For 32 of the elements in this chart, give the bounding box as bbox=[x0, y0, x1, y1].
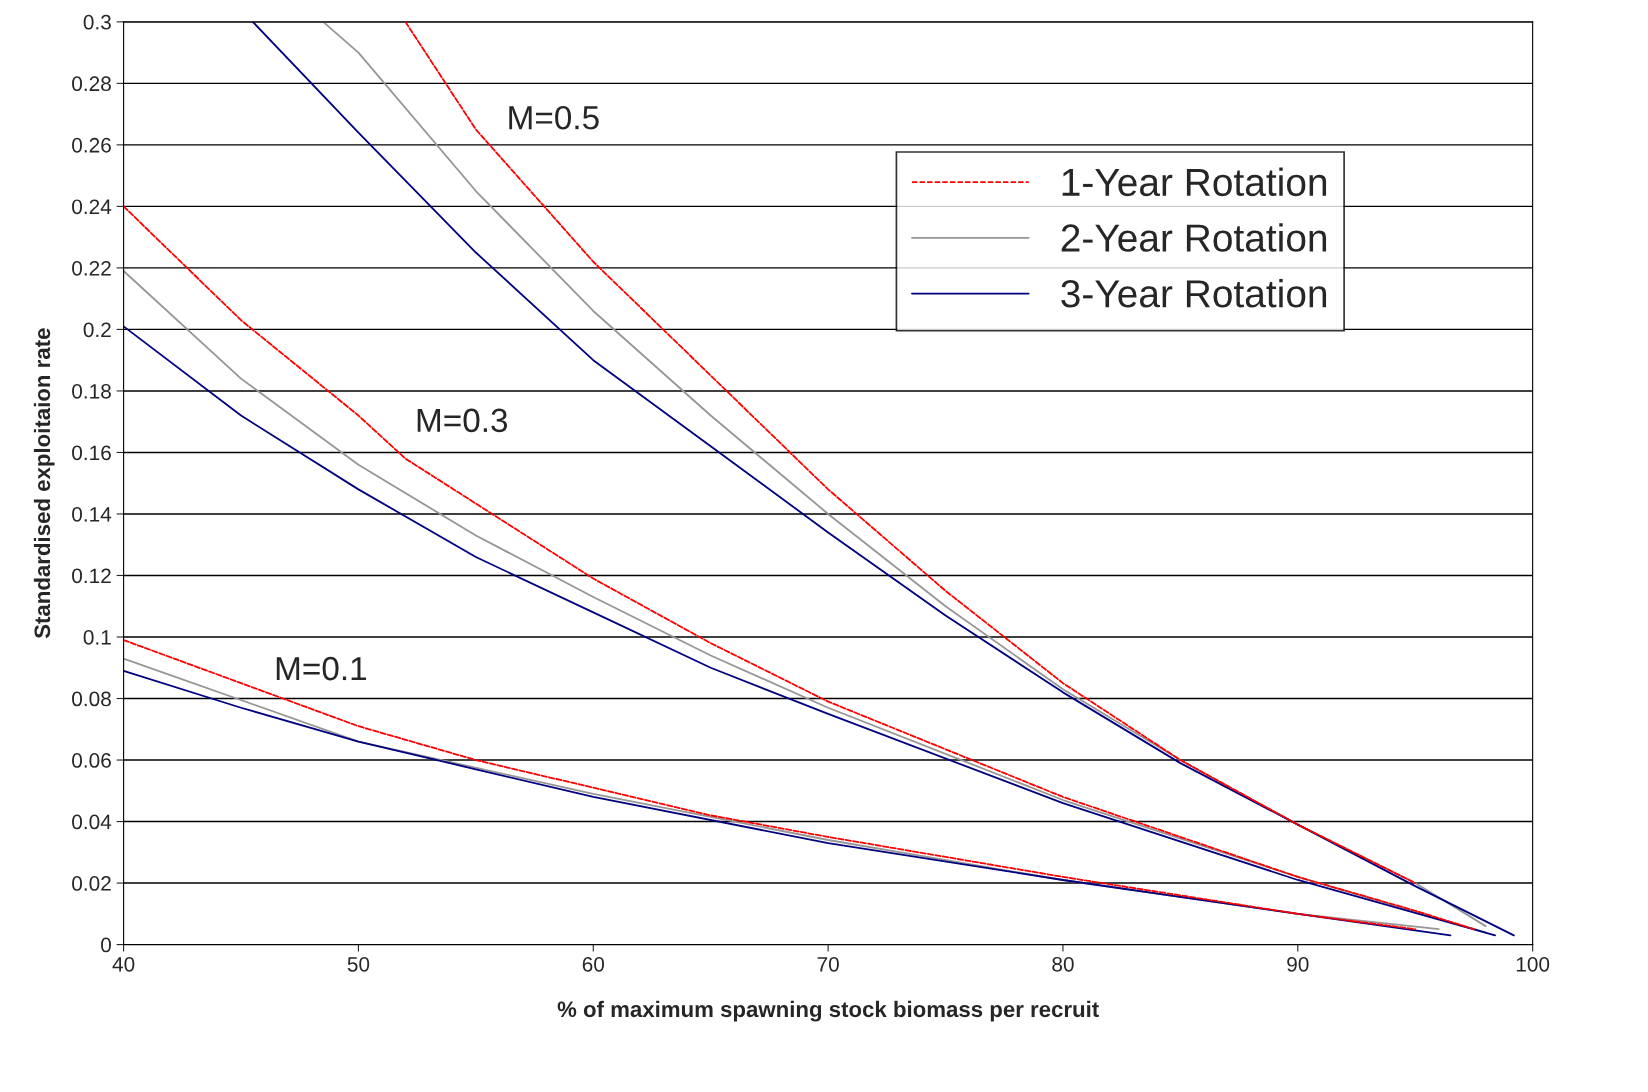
legend-label: 2-Year Rotation bbox=[1061, 223, 1327, 252]
y-tick-label: 0.1 bbox=[83, 630, 111, 645]
y-tick-label: 0.02 bbox=[72, 876, 111, 891]
y-tick-label: 0.12 bbox=[72, 568, 111, 584]
annotation: M=0.1 bbox=[276, 656, 367, 681]
x-tick-label: 90 bbox=[1287, 956, 1309, 972]
y-tick-label: 0.26 bbox=[72, 137, 111, 153]
y-tick-label: 0.28 bbox=[72, 76, 111, 92]
y-tick-label: 0 bbox=[101, 937, 111, 953]
y-tick-label: 0.08 bbox=[72, 691, 111, 707]
legend-label: 1-Year Rotation bbox=[1062, 167, 1327, 197]
x-tick-label: 40 bbox=[112, 956, 135, 972]
y-tick-label: 0.06 bbox=[72, 753, 111, 768]
y-tick-label: 0.14 bbox=[72, 506, 112, 522]
legend-label: 3-Year Rotation bbox=[1061, 278, 1327, 308]
y-tick-label: 0.2 bbox=[83, 322, 111, 338]
y-tick-label: 0.18 bbox=[72, 383, 111, 399]
x-tick-label: 60 bbox=[582, 956, 605, 972]
y-tick-label: 0.3 bbox=[83, 14, 111, 30]
annotation: M=0.5 bbox=[509, 105, 599, 130]
x-tick-label: 80 bbox=[1052, 956, 1074, 972]
line-series bbox=[404, 21, 1417, 884]
y-tick-label: 0.16 bbox=[72, 445, 111, 461]
annotation: M=0.3 bbox=[417, 408, 508, 433]
y-tick-label: 0.22 bbox=[72, 260, 111, 276]
x-tick-label: 100 bbox=[1516, 956, 1550, 972]
x-tick-label: 50 bbox=[347, 956, 370, 972]
y-axis-title: Standardised exploitaion rate bbox=[33, 328, 55, 639]
y-tick-label: 0.04 bbox=[72, 814, 112, 830]
x-tick-label: 70 bbox=[817, 956, 839, 972]
y-tick-label: 0.24 bbox=[72, 199, 112, 215]
x-axis-title: % of maximum spawning stock biomass per recruit bbox=[557, 1000, 1099, 1022]
